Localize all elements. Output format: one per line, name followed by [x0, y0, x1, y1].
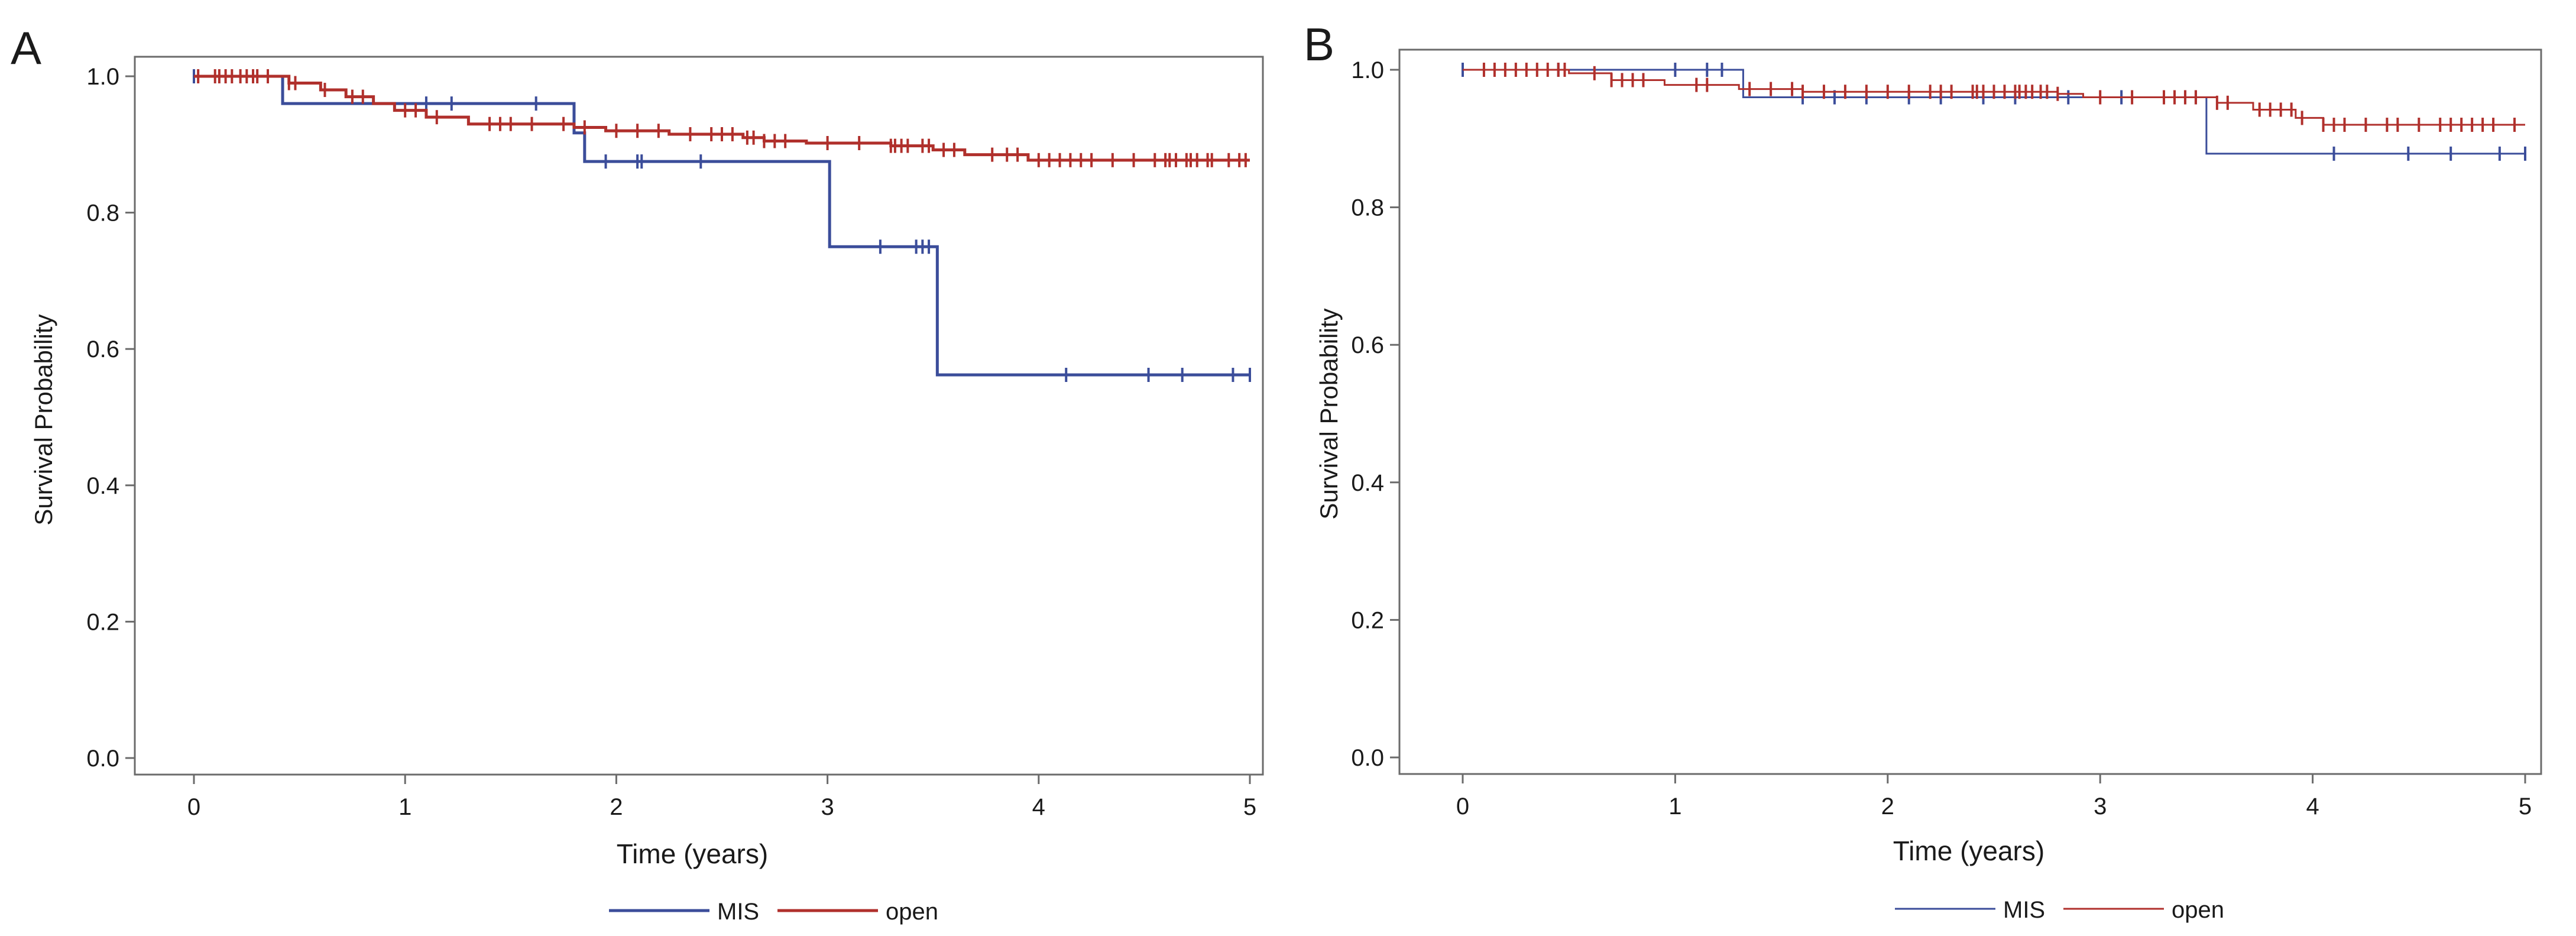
y-tick-label: 0.2 — [1351, 607, 1384, 633]
panel-a-x-ticks: 0 1 2 3 4 5 — [187, 775, 1256, 820]
x-tick-label: 4 — [1032, 794, 1045, 820]
panel-a-y-ticks: 0.0 0.2 0.4 0.6 0.8 1.0 — [86, 64, 135, 772]
panel-a-legend: MIS open — [609, 899, 938, 925]
legend-mis-label: MIS — [717, 899, 759, 925]
legend-open-label: open — [886, 899, 938, 925]
panel-b-y-axis-label: Survival Probability — [1315, 308, 1343, 519]
panel-a-x-axis-label: Time (years) — [617, 838, 768, 869]
panel-a: A Survival Probability Time (years) 0.00… — [11, 22, 1264, 925]
panel-a-series — [193, 69, 1251, 383]
mis-survival-curve — [194, 75, 1250, 377]
x-tick-label: 3 — [2094, 794, 2107, 820]
x-tick-label: 4 — [2306, 794, 2319, 820]
x-tick-label: 1 — [1668, 794, 1681, 820]
x-tick-label: 5 — [1243, 794, 1256, 820]
panel-b-y-ticks: 0.0 0.2 0.4 0.6 0.8 1.0 — [1351, 57, 1399, 771]
panel-a-plot-frame — [134, 56, 1264, 776]
panel-a-label: A — [11, 22, 41, 74]
panel-b-label: B — [1304, 18, 1334, 70]
y-tick-label: 0.0 — [86, 746, 119, 772]
x-tick-label: 0 — [187, 794, 200, 820]
y-tick-label: 0.4 — [86, 473, 119, 499]
y-tick-label: 0.4 — [1351, 470, 1384, 496]
panel-b-x-axis-label: Time (years) — [1893, 835, 2044, 866]
x-tick-label: 5 — [2519, 794, 2532, 820]
open-survival-curve — [194, 75, 1250, 162]
y-tick-label: 0.6 — [1351, 332, 1384, 358]
panel-b-series — [1462, 63, 2526, 161]
y-tick-label: 0.6 — [86, 336, 119, 362]
y-tick-label: 1.0 — [86, 64, 119, 90]
mis-survival-curve — [1463, 69, 2525, 155]
x-tick-label: 3 — [821, 794, 834, 820]
panel-b-plot-frame — [1398, 48, 2542, 775]
x-tick-label: 0 — [1456, 794, 1469, 820]
y-tick-label: 0.0 — [1351, 745, 1384, 771]
panel-b-legend: MIS open — [1895, 897, 2224, 923]
panel-b: B Survival Probability Time (years) 0.00… — [1304, 18, 2542, 923]
y-tick-label: 0.8 — [86, 200, 119, 226]
legend-open-label: open — [2172, 897, 2224, 923]
x-tick-label: 1 — [398, 794, 411, 820]
x-tick-label: 2 — [610, 794, 623, 820]
panel-a-y-axis-label: Survival Probability — [30, 314, 57, 525]
panel-b-x-ticks: 0 1 2 3 4 5 — [1456, 774, 2532, 820]
y-tick-label: 1.0 — [1351, 57, 1384, 83]
legend-mis-label: MIS — [2003, 897, 2045, 923]
y-tick-label: 0.8 — [1351, 195, 1384, 221]
y-tick-label: 0.2 — [86, 609, 119, 635]
x-tick-label: 2 — [1881, 794, 1894, 820]
